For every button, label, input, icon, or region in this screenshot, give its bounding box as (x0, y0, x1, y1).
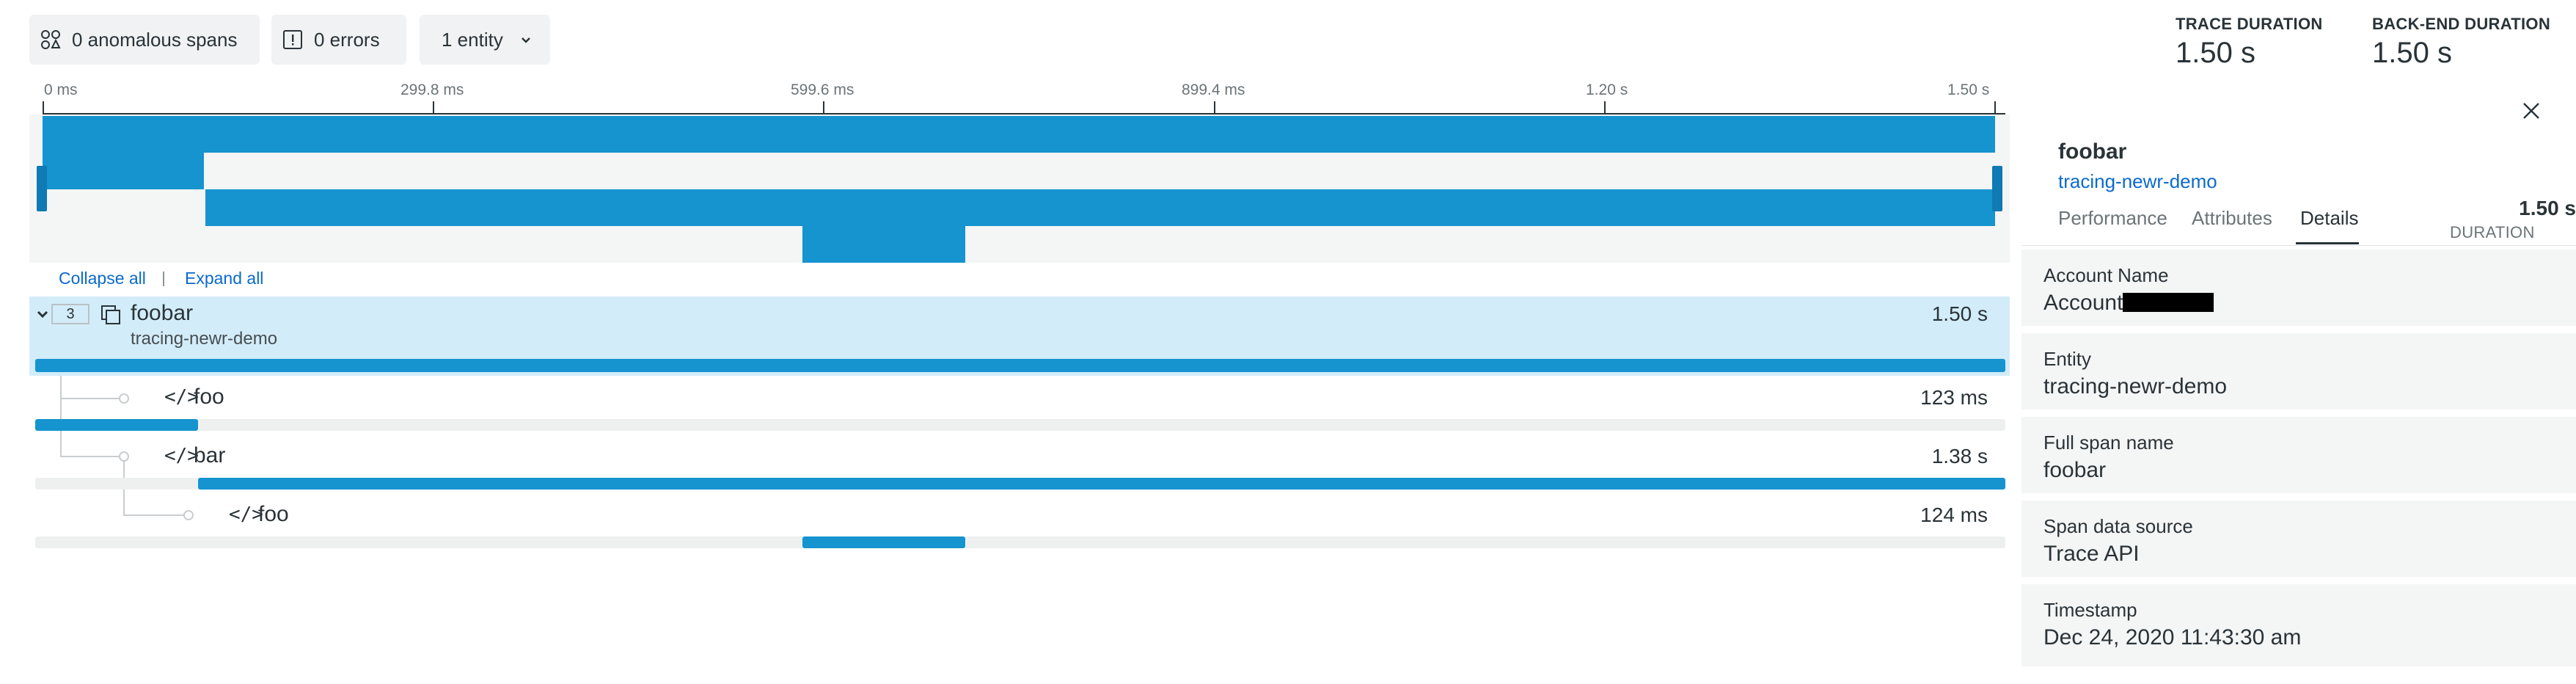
field-label: Entity (2043, 348, 2092, 370)
field-label: Timestamp (2043, 599, 2137, 621)
close-icon[interactable] (2520, 100, 2542, 125)
span-duration-label: DURATION (2450, 223, 2535, 241)
span-name: foo (194, 385, 224, 409)
code-icon: </> (164, 445, 199, 467)
axis-tick (433, 101, 434, 114)
detail-field-timestamp: Timestamp Dec 24, 2020 11:43:30 am (2021, 584, 2576, 666)
span-duration-value: 1.50 s (2519, 197, 2576, 219)
axis-tick (1214, 101, 1215, 114)
minimap-right-handle[interactable] (1992, 166, 2002, 211)
minimap-left-handle[interactable] (37, 166, 47, 211)
span-name: foobar (131, 301, 194, 325)
span-bar (35, 419, 198, 431)
timeline-axis (43, 113, 2005, 114)
entity-icon (100, 304, 122, 330)
tab-attributes[interactable]: Attributes (2192, 207, 2272, 229)
tree-connector (60, 326, 62, 456)
tree-node (119, 451, 129, 462)
span-entity-name: tracing-newr-demo (131, 329, 278, 349)
axis-tick-label: 0 ms (44, 81, 78, 98)
entity-filter-dropdown[interactable]: 1 entity (420, 15, 550, 65)
span-duration: 1.38 s (1931, 445, 1988, 467)
axis-tick-label: 1.20 s (1586, 81, 1628, 98)
anomalous-spans-filter-button[interactable]: 0 anomalous spans (29, 15, 260, 65)
anomalous-spans-label: 0 anomalous spans (72, 28, 238, 51)
account-name-value: Account (2043, 291, 2123, 315)
axis-tick (823, 101, 824, 114)
error-icon (282, 29, 304, 51)
span-detail-entity-link[interactable]: tracing-newr-demo (2058, 170, 2217, 192)
minimap-span-foobar (43, 116, 1995, 153)
field-label: Span data source (2043, 515, 2193, 537)
field-value: Trace API (2043, 542, 2140, 566)
axis-tick-label: 899.4 ms (1182, 81, 1245, 98)
tree-connector (123, 514, 188, 516)
axis-tick (1994, 101, 1996, 114)
tabs-divider (2021, 245, 2576, 246)
detail-field-span-data-source: Span data source Trace API (2021, 501, 2576, 577)
axis-tick-label: 299.8 ms (400, 81, 464, 98)
collapse-all-link[interactable]: Collapse all (59, 269, 146, 288)
minimap-span-foo-nested (802, 226, 965, 263)
tree-connector (60, 456, 123, 457)
minimap-span-bar (205, 189, 1995, 226)
chevron-down-icon (519, 33, 533, 46)
axis-tick-label: 599.6 ms (791, 81, 855, 98)
trace-duration-value: 1.50 s (2176, 37, 2255, 69)
axis-tick-label: 1.50 s (1947, 81, 1990, 98)
expand-all-link[interactable]: Expand all (185, 269, 264, 288)
link-divider (163, 272, 164, 286)
errors-label: 0 errors (314, 28, 380, 51)
tree-node (119, 393, 129, 404)
tab-performance[interactable]: Performance (2058, 207, 2167, 229)
code-icon: </> (229, 503, 263, 525)
tree-node (183, 510, 194, 520)
field-value: foobar (2043, 458, 2107, 482)
field-value: tracing-newr-demo (2043, 374, 2228, 399)
child-count-badge: 3 (51, 304, 89, 324)
errors-filter-button[interactable]: 0 errors (271, 15, 406, 65)
active-tab-indicator (2296, 242, 2359, 244)
span-duration: 123 ms (1920, 386, 1988, 409)
tree-connector (60, 398, 123, 399)
field-value: Dec 24, 2020 11:43:30 am (2043, 625, 2302, 650)
field-value: Account (2043, 291, 2214, 316)
redacted-block (2123, 293, 2214, 312)
detail-field-account-name: Account Name Account (2021, 250, 2576, 326)
axis-tick (1604, 101, 1606, 114)
backend-duration-value: 1.50 s (2372, 37, 2452, 69)
detail-field-entity: Entity tracing-newr-demo (2021, 333, 2576, 410)
span-bar-track (35, 536, 2005, 548)
field-label: Full span name (2043, 432, 2174, 454)
field-label: Account Name (2043, 264, 2169, 286)
code-icon: </> (164, 386, 199, 408)
span-duration: 124 ms (1920, 503, 1988, 526)
span-detail-title: foobar (2058, 139, 2127, 164)
anomalous-spans-icon (40, 29, 62, 51)
backend-duration-label: BACK-END DURATION (2372, 15, 2551, 33)
trace-duration-label: TRACE DURATION (2176, 15, 2323, 33)
tab-details[interactable]: Details (2300, 207, 2359, 229)
span-bar (802, 536, 965, 548)
span-name: foo (258, 502, 289, 526)
span-bar-track (35, 419, 2005, 431)
span-name: bar (194, 443, 226, 467)
detail-field-full-span-name: Full span name foobar (2021, 417, 2576, 493)
minimap-span-foo (43, 153, 204, 189)
span-bar (198, 478, 2005, 490)
chevron-down-icon[interactable] (35, 307, 50, 325)
axis-tick (43, 101, 44, 114)
span-duration: 1.50 s (1931, 302, 1988, 325)
span-bar (35, 359, 2005, 372)
entity-filter-label: 1 entity (442, 28, 503, 51)
